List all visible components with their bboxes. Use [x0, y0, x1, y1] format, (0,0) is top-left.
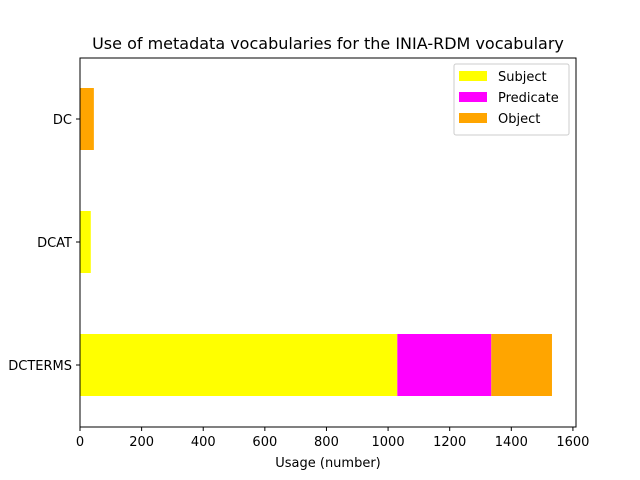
bar-dcterms-object	[491, 334, 552, 396]
x-tick-label: 1400	[495, 435, 528, 450]
y-tick-label-dcterms: DCTERMS	[8, 359, 72, 374]
x-tick-label: 200	[129, 435, 154, 450]
bar-dcterms-predicate	[397, 334, 492, 396]
legend-swatch-predicate	[459, 92, 487, 102]
y-tick-label-dcat: DCAT	[37, 236, 72, 251]
y-tick-label-dc: DC	[53, 113, 72, 128]
x-tick-label: 1600	[556, 435, 589, 450]
x-axis-label: Usage (number)	[275, 456, 381, 471]
bar-dc-object	[80, 88, 94, 150]
x-tick-label: 1200	[433, 435, 466, 450]
x-tick-label: 0	[76, 435, 84, 450]
x-tick-label: 1000	[372, 435, 405, 450]
x-axis-ticks: 0 200 400 600 800 1000 1200 1400 1600	[76, 427, 589, 450]
legend-swatch-subject	[459, 71, 487, 81]
x-tick-label: 600	[252, 435, 277, 450]
x-tick-label: 400	[191, 435, 216, 450]
legend: Subject Predicate Object	[453, 63, 570, 136]
legend-swatch-object	[459, 113, 487, 123]
chart-title: Use of metadata vocabularies for the INI…	[92, 34, 564, 53]
bar-dcat-subject	[80, 211, 91, 273]
bar-dcterms-subject	[80, 334, 398, 396]
y-axis-ticks: DCTERMS DCAT DC	[8, 113, 80, 374]
legend-label-predicate: Predicate	[498, 91, 559, 106]
legend-label-subject: Subject	[498, 70, 547, 85]
legend-label-object: Object	[498, 112, 540, 127]
bars-group	[80, 88, 552, 396]
x-tick-label: 800	[314, 435, 339, 450]
